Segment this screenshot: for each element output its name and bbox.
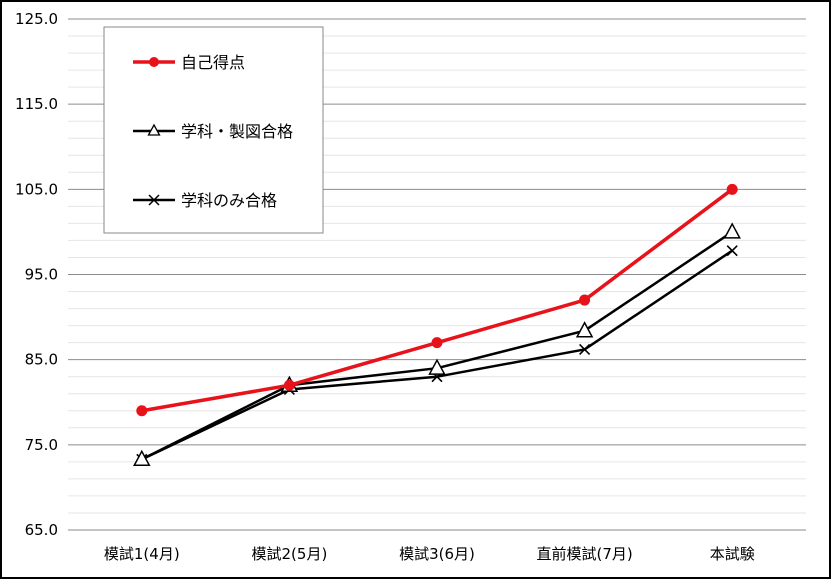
data-point [723, 222, 741, 239]
legend-item-self-score: 自己得点 [133, 53, 245, 72]
x-tick-label: 本試験 [710, 545, 755, 563]
data-point [726, 183, 738, 195]
data-point [579, 343, 591, 356]
data-point [428, 358, 446, 375]
y-axis-ticks: 65.0 75.0 85.0 95.0 105.0 115.0 125.0 [15, 10, 58, 539]
x-tick-label: 模試3(6月) [399, 545, 475, 563]
x-tick-label: 直前模試(7月) [536, 545, 632, 563]
legend: 自己得点 学科・製図合格 学科のみ合格 [103, 26, 324, 234]
y-tick-label: 105.0 [15, 180, 58, 198]
legend-label: 学科・製図合格 [181, 122, 293, 141]
x-axis-ticks: 模試1(4月) 模試2(5月) 模試3(6月) 直前模試(7月) 本試験 [104, 545, 755, 563]
y-tick-label: 115.0 [15, 95, 58, 113]
legend-item-pass-both: 学科・製図合格 [133, 122, 293, 141]
y-tick-label: 75.0 [25, 436, 58, 454]
series-circle [136, 183, 738, 417]
data-point [575, 321, 594, 338]
series-layer [133, 183, 741, 467]
series-x [136, 245, 738, 465]
data-point [283, 379, 295, 391]
data-point [726, 245, 738, 257]
y-tick-label: 85.0 [25, 351, 58, 369]
legend-swatch-marker [149, 57, 159, 67]
y-tick-label: 125.0 [15, 10, 58, 28]
y-tick-label: 95.0 [25, 266, 58, 284]
legend-label: 自己得点 [181, 53, 245, 72]
y-tick-label: 65.0 [25, 521, 58, 539]
legend-swatch-marker [148, 194, 160, 206]
data-point [579, 294, 591, 306]
legend-label: 学科のみ合格 [181, 191, 277, 210]
legend-swatch-marker [147, 123, 161, 136]
data-point [133, 449, 151, 467]
x-tick-label: 模試1(4月) [104, 545, 180, 563]
data-point [136, 405, 148, 417]
data-point [431, 337, 443, 349]
x-tick-label: 模試2(5月) [252, 545, 328, 563]
legend-item-pass-theory-only: 学科のみ合格 [133, 191, 277, 210]
